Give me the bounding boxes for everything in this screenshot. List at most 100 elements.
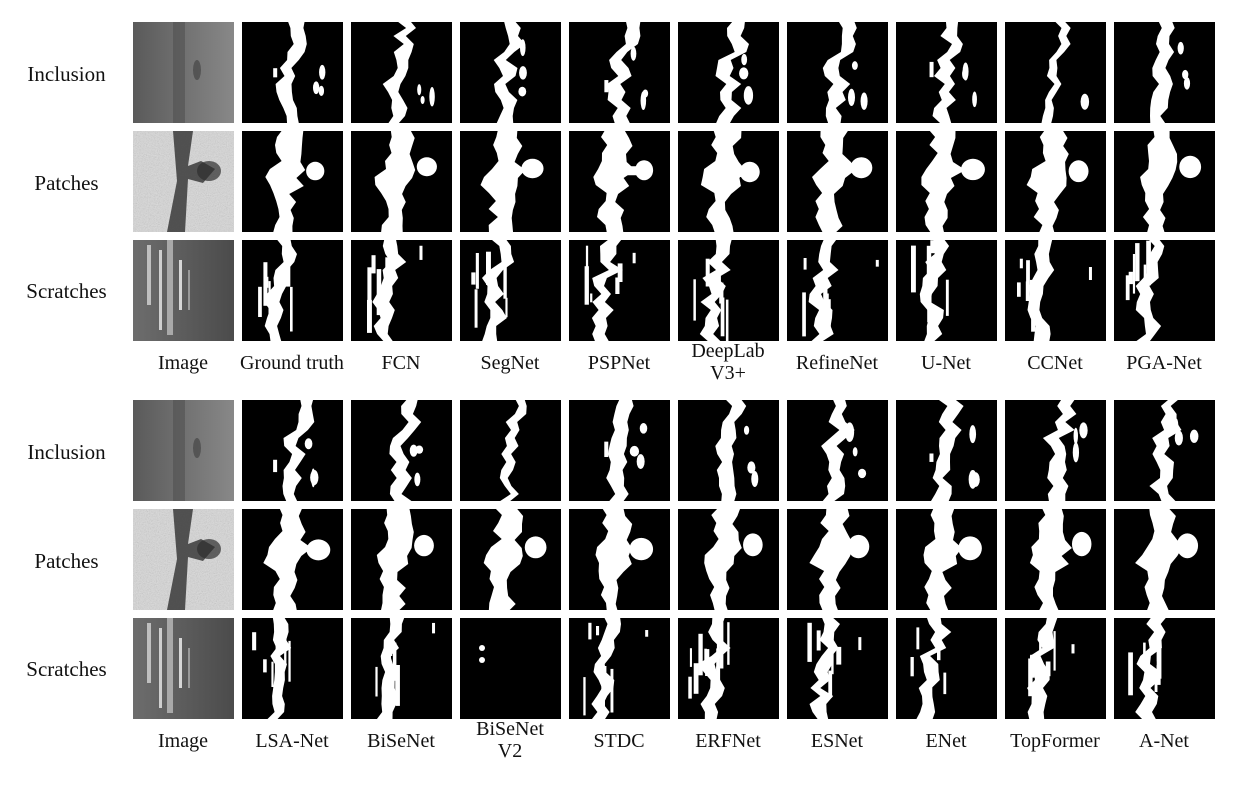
column-label-line: BiSeNet	[367, 730, 435, 752]
mask-inclusion-enet	[896, 400, 997, 501]
column-label-enet: ENet	[890, 730, 1002, 752]
mask-scratches-erfnet	[678, 618, 779, 719]
mask-patches-stdc	[569, 509, 670, 610]
mask-scratches-pspnet	[569, 240, 670, 341]
column-label-line: A-Net	[1139, 730, 1189, 752]
mask-inclusion-pspnet	[569, 22, 670, 123]
column-label-erfnet: ERFNet	[672, 730, 784, 752]
mask-patches-refinenet	[787, 131, 888, 232]
column-label-line: V3+	[710, 362, 746, 384]
mask-patches-ground-truth	[242, 131, 343, 232]
mask-patches-a-net	[1114, 509, 1215, 610]
column-label-line: ERFNet	[695, 730, 761, 752]
mask-inclusion-a-net	[1114, 400, 1215, 501]
mask-inclusion-bisenet-v2	[460, 400, 561, 501]
column-label-ccnet: CCNet	[999, 352, 1111, 374]
mask-scratches-bisenet	[351, 618, 452, 719]
mask-scratches-stdc	[569, 618, 670, 719]
mask-scratches-ground-truth	[242, 240, 343, 341]
mask-inclusion-refinenet	[787, 22, 888, 123]
row-label-scratches: Scratches	[26, 279, 107, 303]
row-label-scratches: Scratches	[26, 657, 107, 681]
column-label-esnet: ESNet	[781, 730, 893, 752]
mask-scratches-refinenet	[787, 240, 888, 341]
mask-inclusion-deeplab-v3-	[678, 22, 779, 123]
row-label-patches: Patches	[34, 171, 99, 195]
column-label-line: Image	[158, 730, 208, 752]
column-label-a-net: A-Net	[1108, 730, 1220, 752]
column-label-line: V2	[497, 740, 523, 762]
mask-patches-lsa-net	[242, 509, 343, 610]
mask-inclusion-fcn	[351, 22, 452, 123]
row-label-inclusion: Inclusion	[27, 62, 106, 86]
column-label-line: RefineNet	[795, 352, 879, 374]
row-label-inclusion: Inclusion	[27, 440, 106, 464]
mask-scratches-a-net	[1114, 618, 1215, 719]
column-label-line: U-Net	[921, 352, 971, 374]
mask-inclusion-stdc	[569, 400, 670, 501]
mask-scratches-fcn	[351, 240, 452, 341]
mask-patches-enet	[896, 509, 997, 610]
column-label-line: PSPNet	[587, 352, 651, 374]
mask-patches-erfnet	[678, 509, 779, 610]
mask-inclusion-ground-truth	[242, 22, 343, 123]
column-label-stdc: STDC	[563, 730, 675, 752]
mask-inclusion-topformer	[1005, 400, 1106, 501]
mask-scratches-segnet	[460, 240, 561, 341]
source-image-inclusion-image	[133, 22, 234, 123]
mask-patches-ccnet	[1005, 131, 1106, 232]
mask-inclusion-bisenet	[351, 400, 452, 501]
column-label-line: ESNet	[810, 730, 864, 752]
mask-inclusion-ccnet	[1005, 22, 1106, 123]
mask-scratches-deeplab-v3-	[678, 240, 779, 341]
column-label-refinenet: RefineNet	[781, 352, 893, 374]
mask-inclusion-erfnet	[678, 400, 779, 501]
column-label-line: ENet	[925, 730, 967, 752]
column-label-bisenet: BiSeNet	[345, 730, 457, 752]
mask-patches-topformer	[1005, 509, 1106, 610]
column-label-deeplab-v3-: DeepLab V3+	[672, 340, 784, 384]
mask-scratches-enet	[896, 618, 997, 719]
mask-patches-esnet	[787, 509, 888, 610]
column-label-line: DeepLab	[691, 340, 765, 362]
column-label-line: LSA-Net	[255, 730, 329, 752]
mask-patches-pspnet	[569, 131, 670, 232]
column-label-line: CCNet	[1027, 352, 1083, 374]
mask-scratches-esnet	[787, 618, 888, 719]
source-image-scratches-image	[133, 240, 234, 341]
column-label-u-net: U-Net	[890, 352, 1002, 374]
source-image-inclusion-image	[133, 400, 234, 501]
mask-inclusion-lsa-net	[242, 400, 343, 501]
column-label-pspnet: PSPNet	[563, 352, 675, 374]
mask-inclusion-u-net	[896, 22, 997, 123]
column-label-segnet: SegNet	[454, 352, 566, 374]
column-label-lsa-net: LSA-Net	[236, 730, 348, 752]
mask-patches-bisenet	[351, 509, 452, 610]
column-label-line: FCN	[381, 352, 421, 374]
column-label-topformer: TopFormer	[999, 730, 1111, 752]
column-label-line: PGA-Net	[1126, 352, 1202, 374]
column-label-line: TopFormer	[1010, 730, 1100, 752]
mask-patches-deeplab-v3-	[678, 131, 779, 232]
comparison-panel-2: Inclusion Patches Scratches Image LSA-Net…	[0, 400, 1242, 785]
mask-patches-segnet	[460, 131, 561, 232]
mask-inclusion-esnet	[787, 400, 888, 501]
mask-patches-fcn	[351, 131, 452, 232]
mask-patches-bisenet-v2	[460, 509, 561, 610]
column-label-ground-truth: Ground truth	[236, 352, 348, 374]
mask-scratches-bisenet-v2	[460, 618, 561, 719]
mask-scratches-topformer	[1005, 618, 1106, 719]
mask-inclusion-pga-net	[1114, 22, 1215, 123]
mask-scratches-ccnet	[1005, 240, 1106, 341]
mask-scratches-lsa-net	[242, 618, 343, 719]
mask-patches-pga-net	[1114, 131, 1215, 232]
column-label-image: Image	[127, 352, 239, 374]
column-label-bisenet-v2: BiSeNet V2	[454, 718, 566, 762]
column-label-line: SegNet	[480, 352, 540, 374]
column-label-fcn: FCN	[345, 352, 457, 374]
column-label-line: Image	[158, 352, 208, 374]
column-label-line: STDC	[593, 730, 645, 752]
mask-scratches-pga-net	[1114, 240, 1215, 341]
column-label-line: Ground truth	[240, 352, 344, 374]
source-image-scratches-image	[133, 618, 234, 719]
